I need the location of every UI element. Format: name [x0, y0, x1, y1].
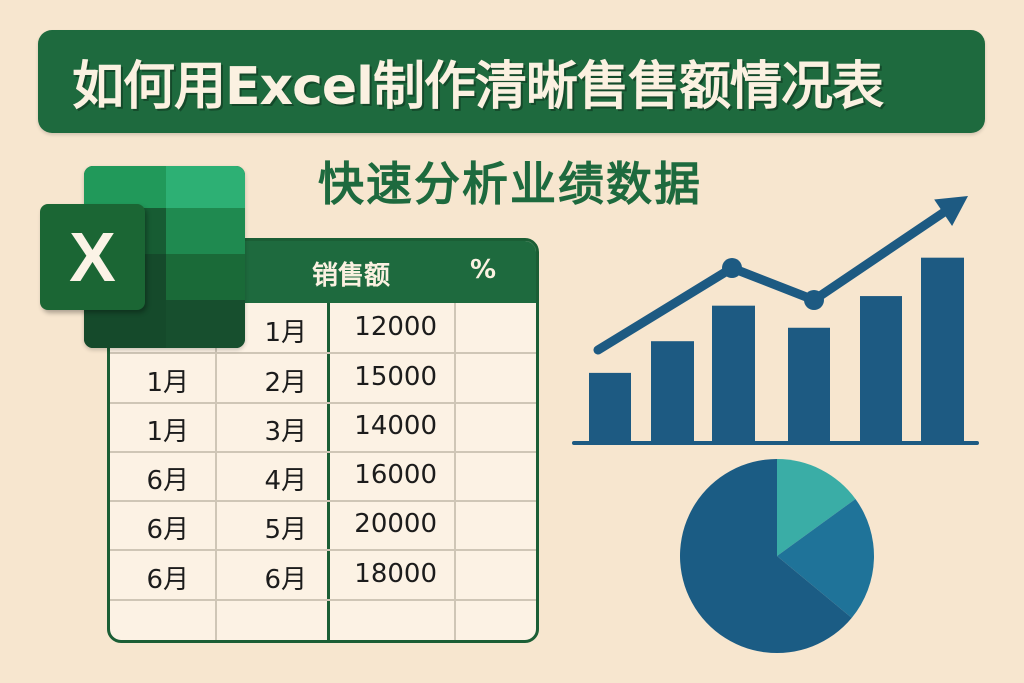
- table-cell: 20000: [354, 509, 437, 539]
- bar: [712, 305, 755, 442]
- pie-chart: [680, 458, 874, 653]
- bar-chart: [572, 196, 979, 445]
- grid-vline: [454, 303, 456, 640]
- bar: [651, 341, 694, 442]
- table-cell: 16000: [354, 460, 437, 490]
- subtitle: 快速分析业绩数据: [318, 157, 702, 211]
- trend-arrow-icon: [934, 196, 968, 227]
- logo-cell: [166, 300, 245, 348]
- table-cell: 6月: [146, 565, 189, 595]
- trend-line: [593, 201, 958, 355]
- table-cell: 3月: [264, 417, 307, 447]
- header-percent: %: [470, 255, 497, 285]
- table-cell: 18000: [354, 559, 437, 589]
- pie-slice-mid-blue: [777, 498, 874, 618]
- grid-hline: [110, 451, 536, 453]
- table-cell: 14000: [354, 411, 437, 441]
- bar: [921, 257, 964, 442]
- grid-hline: [110, 549, 536, 551]
- pie-slice-teal: [777, 458, 856, 556]
- table-cell: 1月: [146, 368, 189, 398]
- excel-logo-icon: X: [40, 204, 145, 310]
- trend-marker: [804, 290, 824, 310]
- page-title: 如何用Excel制作清晰售售额情况表: [72, 57, 884, 117]
- logo-cell: [84, 166, 166, 208]
- table-cell: 6月: [146, 515, 189, 545]
- pie-slice-dark-blue: [680, 459, 852, 653]
- grid-hline: [110, 500, 536, 502]
- grid-hline: [110, 402, 536, 404]
- table-cell: 6月: [146, 466, 189, 496]
- table-cell: 6月: [264, 565, 307, 595]
- grid-vline-main: [327, 303, 330, 640]
- grid-hline: [110, 352, 536, 354]
- bar: [860, 296, 902, 442]
- title-banner: 如何用Excel制作清晰售售额情况表: [38, 30, 985, 133]
- table-cell: 1月: [264, 318, 307, 348]
- grid-vline: [215, 303, 217, 640]
- bar: [589, 372, 631, 442]
- grid-hline: [110, 599, 536, 601]
- table-cell: 12000: [354, 312, 437, 342]
- header-sales: 销售额: [312, 261, 391, 291]
- trend-marker: [722, 258, 742, 278]
- bar: [788, 327, 830, 442]
- table-cell: 2月: [264, 368, 307, 398]
- table-cell: 5月: [264, 515, 307, 545]
- table-cell: 15000: [354, 362, 437, 392]
- logo-cell: [166, 208, 245, 254]
- table-cell: 4月: [264, 466, 307, 496]
- logo-cell: [166, 254, 245, 300]
- table-cell: 1月: [146, 417, 189, 447]
- excel-x-glyph: X: [69, 218, 116, 296]
- logo-cell: [166, 166, 245, 208]
